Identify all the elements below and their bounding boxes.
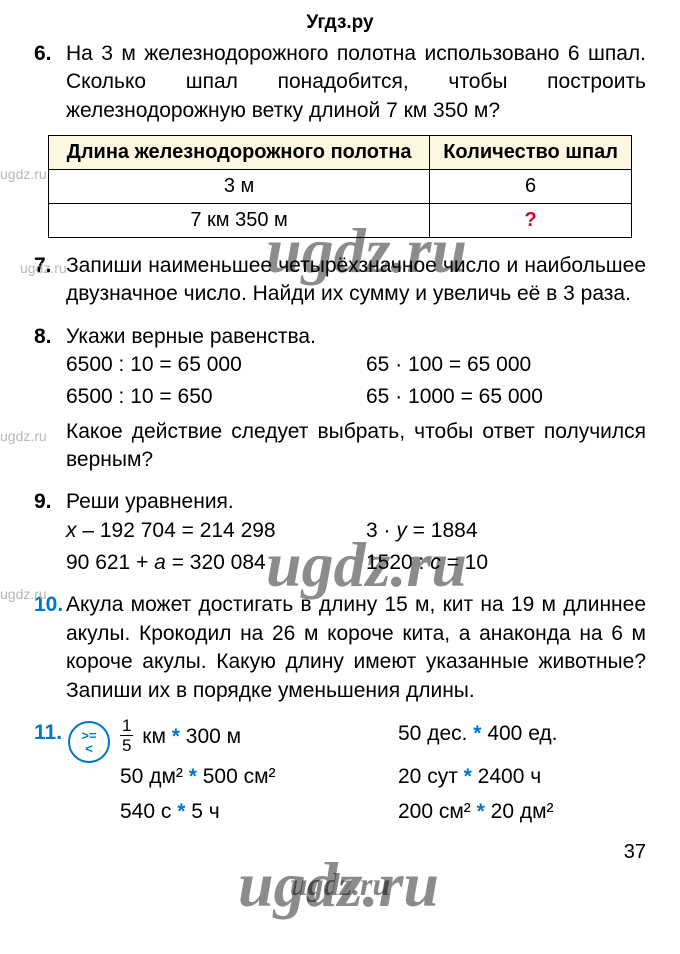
footer-watermark: ugdz.ru bbox=[34, 866, 646, 903]
problem-text: Запиши наименьшее четырёхзначное число и… bbox=[66, 252, 646, 309]
problem-6-table: Длина железнодорожного полотна Количеств… bbox=[48, 135, 632, 238]
problem-9: 9. Реши уравнения. x – 192 704 = 214 298… bbox=[34, 488, 646, 577]
problem-number: 6. bbox=[34, 40, 66, 68]
comparison-item: 15 км * 300 м bbox=[120, 719, 368, 756]
comparison-item: 50 дес. * 400 ед. bbox=[398, 719, 646, 756]
equation: 90 621 + a = 320 084 bbox=[66, 549, 346, 577]
problem-text: Реши уравнения. bbox=[66, 488, 646, 516]
problem-7: 7. Запиши наименьшее четырёхзначное числ… bbox=[34, 252, 646, 309]
table-cell: 3 м bbox=[49, 170, 430, 204]
problem-number: 11. bbox=[34, 719, 66, 747]
comparison-grid: 15 км * 300 м 50 дес. * 400 ед. 50 дм² *… bbox=[120, 719, 646, 827]
problem-followup: Какое действие следует выбрать, чтобы от… bbox=[66, 418, 646, 475]
compare-icon: >= < bbox=[68, 721, 110, 763]
equation: x – 192 704 = 214 298 bbox=[66, 517, 346, 545]
comparison-item: 20 сут * 2400 ч bbox=[398, 762, 646, 791]
problem-6: 6. На 3 м железнодорожного полотна испол… bbox=[34, 40, 646, 238]
problem-number: 9. bbox=[34, 488, 66, 516]
problem-text: Акула может достигать в длину 15 м, кит … bbox=[66, 591, 646, 704]
table-cell-unknown: ? bbox=[430, 204, 632, 238]
equation: 6500 : 10 = 650 bbox=[66, 383, 346, 411]
comparison-item: 540 с * 5 ч bbox=[120, 797, 368, 826]
problem-number: 8. bbox=[34, 323, 66, 351]
equation-grid: x – 192 704 = 214 298 3 · y = 1884 90 62… bbox=[66, 517, 646, 578]
comparison-item: 200 см² * 20 дм² bbox=[398, 797, 646, 826]
equation: 6500 : 10 = 65 000 bbox=[66, 351, 346, 379]
table-header: Длина железнодорожного полотна bbox=[49, 136, 430, 170]
equation: 1520 : c = 10 bbox=[366, 549, 646, 577]
equation: 65 · 1000 = 65 000 bbox=[366, 383, 646, 411]
site-header: Угдз.ру bbox=[34, 12, 646, 34]
problem-8: 8. Укажи верные равенства. 6500 : 10 = 6… bbox=[34, 323, 646, 475]
problem-number: 7. bbox=[34, 252, 66, 280]
problem-11: 11. >= < 15 км * 300 м 50 дес. * 400 ед.… bbox=[34, 719, 646, 827]
problem-text: Укажи верные равенства. bbox=[66, 323, 646, 351]
table-cell: 6 bbox=[430, 170, 632, 204]
equation: 65 · 100 = 65 000 bbox=[366, 351, 646, 379]
table-cell: 7 км 350 м bbox=[49, 204, 430, 238]
problem-10: 10. Акула может достигать в длину 15 м, … bbox=[34, 591, 646, 704]
equation: 3 · y = 1884 bbox=[366, 517, 646, 545]
table-header: Количество шпал bbox=[430, 136, 632, 170]
problem-number: 10. bbox=[34, 591, 66, 619]
equation-grid: 6500 : 10 = 65 000 65 · 100 = 65 000 650… bbox=[66, 351, 646, 412]
page-number: 37 bbox=[34, 841, 646, 864]
problem-text: На 3 м железнодорожного полотна использо… bbox=[66, 40, 646, 125]
comparison-item: 50 дм² * 500 см² bbox=[120, 762, 368, 791]
